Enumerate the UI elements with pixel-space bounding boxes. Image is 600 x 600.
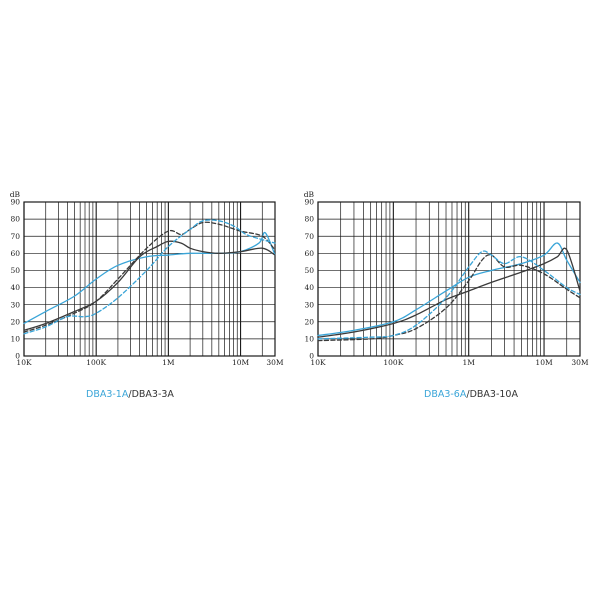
series-line <box>317 247 581 338</box>
y-tick-label: 80 <box>10 215 20 224</box>
caption-model-b: DBA3-3A <box>131 389 174 400</box>
chart-panel-right: 0 10 20 30 40 50 60 70 80 90 dB 10K 100K 1M 10M 30M <box>300 190 600 410</box>
caption-separator: / <box>466 389 470 400</box>
y-unit-label: dB <box>304 190 315 199</box>
y-tick-label: 60 <box>304 249 314 258</box>
x-tick-label: 10M <box>232 358 250 367</box>
x-tick-label: 100K <box>86 358 106 367</box>
series-line <box>23 221 276 333</box>
y-tick-label: 90 <box>304 198 314 207</box>
x-tick-label: 10K <box>310 358 326 367</box>
y-tick-label: 30 <box>10 300 20 309</box>
caption-model-a: DBA3-6A <box>424 389 467 400</box>
x-tick-label: 1M <box>162 358 175 367</box>
series-line <box>23 231 276 325</box>
y-tick-label: 80 <box>304 215 314 224</box>
y-tick-label: 60 <box>10 249 20 258</box>
plot-frame <box>23 201 276 357</box>
x-tick-label: 1M <box>462 358 475 367</box>
caption-model-a: DBA3-1A <box>86 389 129 400</box>
chart-caption-right: DBA3-6A/DBA3-10A <box>424 389 518 400</box>
chart-caption-left: DBA3-1A/DBA3-3A <box>86 389 174 400</box>
series-line <box>23 219 276 335</box>
grid-lines <box>23 201 276 357</box>
y-unit-label: dB <box>10 190 21 199</box>
y-tick-label: 40 <box>10 283 20 292</box>
x-tick-label: 30M <box>266 358 284 367</box>
y-tick-label: 0 <box>15 352 20 361</box>
x-tick-label: 30M <box>571 358 589 367</box>
y-tick-label: 0 <box>309 352 314 361</box>
x-tick-label: 100K <box>383 358 403 367</box>
y-tick-label: 70 <box>304 232 314 241</box>
caption-separator: / <box>128 389 132 400</box>
y-tick-label: 30 <box>304 300 314 309</box>
y-tick-label: 40 <box>304 283 314 292</box>
series-line <box>317 242 581 337</box>
caption-model-b: DBA3-10A <box>469 389 518 400</box>
y-tick-label: 10 <box>304 334 314 343</box>
series-line <box>317 250 581 340</box>
y-tick-label: 70 <box>10 232 20 241</box>
y-tick-label: 20 <box>10 317 20 326</box>
y-tick-label: 50 <box>304 266 314 275</box>
plot-frame <box>317 201 581 357</box>
y-tick-label: 50 <box>10 266 20 275</box>
series-line <box>23 240 276 331</box>
y-tick-label: 20 <box>304 317 314 326</box>
x-tick-label: 10M <box>535 358 553 367</box>
x-tick-label: 10K <box>16 358 32 367</box>
grid-lines <box>317 201 581 357</box>
chart-panel-left: 0 10 20 30 40 50 60 70 80 90 dB 10K 100K 1M 10M 30M <box>0 190 300 410</box>
y-tick-label: 10 <box>10 334 20 343</box>
y-tick-label: 90 <box>10 198 20 207</box>
